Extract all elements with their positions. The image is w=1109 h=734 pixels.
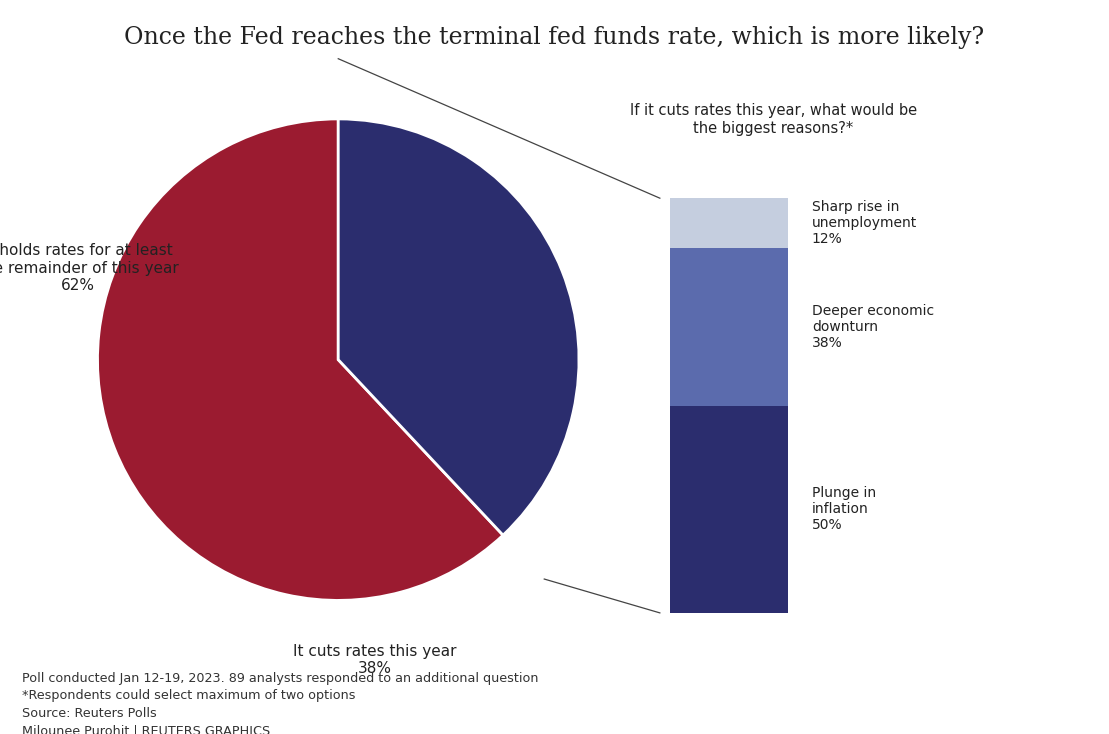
Bar [670, 248, 788, 405]
Text: Once the Fed reaches the terminal fed funds rate, which is more likely?: Once the Fed reaches the terminal fed fu… [124, 26, 985, 48]
Text: Sharp rise in
unemployment
12%: Sharp rise in unemployment 12% [812, 200, 917, 247]
Wedge shape [338, 119, 579, 535]
Text: If it cuts rates this year, what would be
the biggest reasons?*: If it cuts rates this year, what would b… [630, 103, 917, 136]
Text: Milounee Purohit | REUTERS GRAPHICS: Milounee Purohit | REUTERS GRAPHICS [22, 724, 271, 734]
Text: Deeper economic
downturn
38%: Deeper economic downturn 38% [812, 304, 934, 350]
Text: *Respondents could select maximum of two options: *Respondents could select maximum of two… [22, 689, 356, 702]
Text: It holds rates for at least
the remainder of this year
62%: It holds rates for at least the remainde… [0, 243, 179, 293]
Wedge shape [98, 119, 503, 600]
Bar [670, 405, 788, 613]
Bar [670, 198, 788, 248]
Text: Plunge in
inflation
50%: Plunge in inflation 50% [812, 486, 876, 532]
Text: It cuts rates this year
38%: It cuts rates this year 38% [293, 644, 456, 676]
Text: Poll conducted Jan 12-19, 2023. 89 analysts responded to an additional question: Poll conducted Jan 12-19, 2023. 89 analy… [22, 672, 539, 685]
Text: Source: Reuters Polls: Source: Reuters Polls [22, 707, 157, 720]
